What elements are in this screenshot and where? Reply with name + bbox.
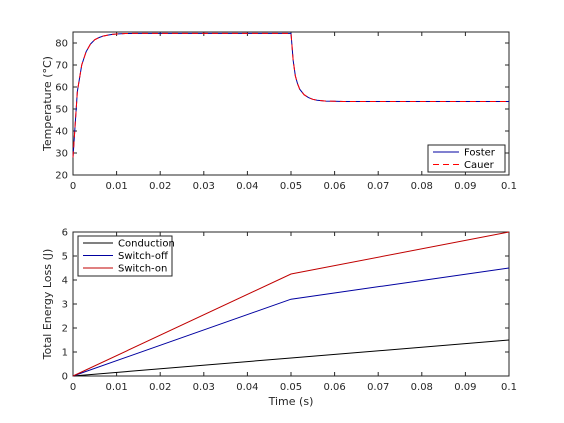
y-tick-label-1-0: 0 xyxy=(62,372,68,383)
x-tick-label-1-8: 0.08 xyxy=(411,382,433,393)
y-tick-label-0-2: 40 xyxy=(55,127,68,138)
x-tick-label-1-2: 0.02 xyxy=(149,382,171,393)
legend-label-0-1: Cauer xyxy=(464,160,495,171)
x-tick-label-0-1: 0.01 xyxy=(105,181,127,192)
y-tick-label-1-4: 4 xyxy=(62,276,68,287)
y-tick-label-1-1: 1 xyxy=(62,348,68,359)
x-tick-label-0-7: 0.07 xyxy=(367,181,389,192)
x-tick-label-1-3: 0.03 xyxy=(193,382,215,393)
x-tick-label-1-9: 0.09 xyxy=(454,382,476,393)
legend-label-1-2: Switch-on xyxy=(118,264,167,275)
x-tick-label-0-2: 0.02 xyxy=(149,181,171,192)
legend-box-0 xyxy=(427,144,506,173)
x-tick-label-0-5: 0.05 xyxy=(280,181,302,192)
x-tick-label-1-5: 0.05 xyxy=(280,382,302,393)
y-tick-label-0-0: 20 xyxy=(55,171,68,182)
y-tick-label-1-3: 3 xyxy=(62,300,68,311)
x-tick-label-1-7: 0.07 xyxy=(367,382,389,393)
y-tick-label-0-6: 80 xyxy=(55,39,68,50)
series-line-1-1 xyxy=(72,267,510,377)
series-line-1-0 xyxy=(72,339,510,377)
series-line-0-1 xyxy=(72,32,509,158)
y-tick-label-0-4: 60 xyxy=(55,83,68,94)
x-tick-label-1-6: 0.06 xyxy=(323,382,345,393)
x-tick-label-0-0: 0 xyxy=(70,181,76,192)
x-axis-label-1: Time (s) xyxy=(268,395,314,408)
y-axis-label-0: Temperature (°C) xyxy=(41,56,54,152)
x-tick-label-0-4: 0.04 xyxy=(236,181,258,192)
x-tick-label-0-3: 0.03 xyxy=(193,181,215,192)
x-tick-label-1-1: 0.01 xyxy=(105,382,127,393)
legend-label-1-1: Switch-off xyxy=(118,251,169,262)
series-line-1-2 xyxy=(72,231,510,377)
legend-label-0-0: Foster xyxy=(464,148,496,159)
x-tick-label-0-9: 0.09 xyxy=(454,181,476,192)
y-tick-label-1-2: 2 xyxy=(62,324,68,335)
x-tick-label-1-4: 0.04 xyxy=(236,382,258,393)
y-tick-label-1-6: 6 xyxy=(62,228,68,239)
legend-label-1-0: Conduction xyxy=(118,239,175,250)
y-tick-label-0-3: 50 xyxy=(55,105,68,116)
x-tick-label-0-10: 0.1 xyxy=(501,181,517,192)
x-tick-label-1-10: 0.1 xyxy=(501,382,517,393)
y-axis-label-1: Total Energy Loss (J) xyxy=(41,249,54,361)
y-tick-label-0-1: 30 xyxy=(55,149,68,160)
y-tick-label-0-5: 70 xyxy=(55,61,68,72)
x-tick-label-0-8: 0.08 xyxy=(411,181,433,192)
y-tick-label-1-5: 5 xyxy=(62,252,68,263)
x-tick-label-0-6: 0.06 xyxy=(323,181,345,192)
x-tick-label-1-0: 0 xyxy=(70,382,76,393)
